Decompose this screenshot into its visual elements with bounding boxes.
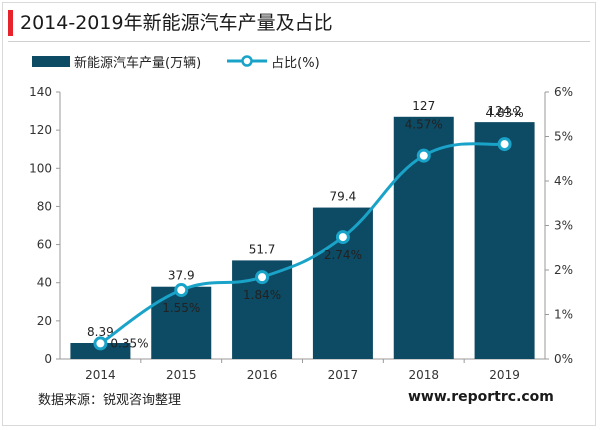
legend-bar-label: 新能源汽车产量(万辆) bbox=[74, 55, 202, 71]
x-tick-label: 2017 bbox=[328, 368, 359, 382]
share-point bbox=[255, 270, 270, 285]
share-point bbox=[335, 230, 350, 245]
legend-line-label: 占比(%) bbox=[271, 55, 320, 71]
y-left-tick-label: 140 bbox=[29, 85, 52, 99]
bar-value-label: 124.2 bbox=[487, 104, 521, 118]
bar-value-label: 51.7 bbox=[249, 242, 276, 256]
share-point bbox=[174, 283, 189, 298]
y-left-tick-label: 100 bbox=[29, 161, 52, 175]
y-right-tick-label: 2% bbox=[554, 263, 573, 277]
chart-frame bbox=[2, 2, 596, 426]
y-right-tick-label: 0% bbox=[554, 352, 573, 366]
share-point bbox=[93, 336, 108, 351]
y-left-tick-label: 80 bbox=[37, 199, 52, 213]
bar-value-label: 8.39 bbox=[87, 325, 114, 339]
bar-value-label: 37.9 bbox=[168, 269, 195, 283]
share-line bbox=[99, 142, 505, 345]
x-tick-label: 2018 bbox=[408, 368, 439, 382]
share-point bbox=[497, 137, 512, 152]
website-watermark: www.reportrc.com bbox=[408, 389, 554, 405]
bar-value-label: 127 bbox=[412, 99, 435, 113]
y-right-tick-label: 3% bbox=[554, 219, 573, 233]
y-left-tick-label: 120 bbox=[29, 123, 52, 137]
chart-legend: 新能源汽车产量(万辆) 占比(%) bbox=[32, 51, 320, 71]
x-tick-label: 2019 bbox=[489, 368, 520, 382]
share-value-label: 4.57% bbox=[405, 118, 443, 132]
y-right-tick-label: 1% bbox=[554, 308, 573, 322]
x-tick-label: 2015 bbox=[166, 368, 197, 382]
y-right-tick-label: 5% bbox=[554, 130, 573, 144]
bar bbox=[70, 342, 131, 359]
share-value-label: 0.35% bbox=[110, 336, 148, 350]
x-tick-label: 2016 bbox=[247, 368, 278, 382]
bar-value-label: 79.4 bbox=[330, 190, 357, 204]
share-value-label: 1.84% bbox=[243, 288, 281, 302]
data-source: 数据来源：锐观咨询整理 bbox=[38, 393, 182, 408]
share-value-label: 1.55% bbox=[162, 301, 200, 315]
bar bbox=[474, 122, 535, 359]
legend-bar-swatch bbox=[32, 55, 70, 67]
chart-title: 2014-2019年新能源汽车产量及占比 bbox=[20, 12, 333, 34]
title-accent-bar bbox=[8, 10, 13, 36]
share-value-label: 4.83% bbox=[486, 106, 524, 120]
y-right-tick-label: 6% bbox=[554, 85, 573, 99]
y-left-tick-label: 0 bbox=[44, 352, 52, 366]
title-divider bbox=[8, 41, 590, 42]
y-left-tick-label: 60 bbox=[37, 238, 52, 252]
y-left-tick-label: 40 bbox=[37, 276, 52, 290]
share-value-label: 2.74% bbox=[324, 248, 362, 262]
x-tick-label: 2014 bbox=[85, 368, 116, 382]
bar bbox=[151, 286, 212, 359]
y-right-tick-label: 4% bbox=[554, 174, 573, 188]
share-point bbox=[416, 148, 431, 163]
legend-line-swatch bbox=[227, 55, 268, 67]
y-left-tick-label: 20 bbox=[37, 314, 52, 328]
